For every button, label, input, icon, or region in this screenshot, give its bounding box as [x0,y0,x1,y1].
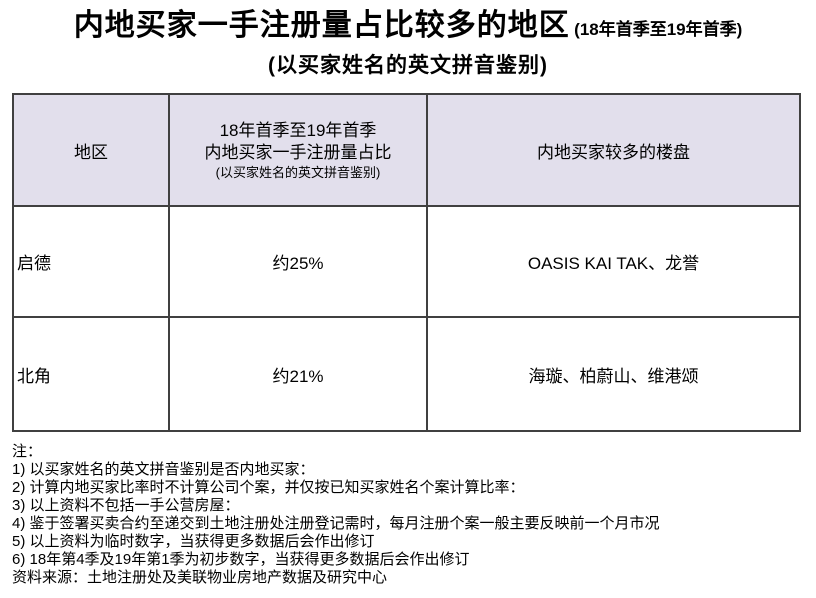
page-subtitle: (以买家姓名的英文拼音鉴别) [268,54,548,77]
header-share-line3: (以买家姓名的英文拼音鉴别) [215,164,381,180]
table-row-kai-tak: 启德 约25% OASIS KAI TAK、龙誉 [12,205,801,318]
cell-share: 约25% [168,205,428,318]
note-item-6: 6) 18年第4季及19年第1季为初步数字，当获得更多数据后会作出修订 [12,551,470,568]
note-item-5: 5) 以上资料为临时数字，当获得更多数据后会作出修订 [12,533,375,550]
cell-share: 约21% [168,316,428,432]
cell-district: 北角 [12,316,170,432]
table-row-north-point: 北角 约21% 海璇、柏蔚山、维港颂 [12,316,801,432]
cell-estates: OASIS KAI TAK、龙誉 [426,205,801,318]
cell-estates: 海璇、柏蔚山、维港颂 [426,316,801,432]
header-cell-estates: 内地买家较多的楼盘 [426,93,801,207]
notes-block: 注： 1) 以买家姓名的英文拼音鉴别是否内地买家： 2) 计算内地买家比率时不计… [12,443,816,587]
districts-table: 地区 18年首季至19年首季 内地买家一手注册量占比 (以买家姓名的英文拼音鉴别… [12,93,801,432]
source-line: 资料来源：土地注册处及美联物业房地产数据及研究中心 [12,569,388,586]
note-item-3: 3) 以上资料不包括一手公营房屋： [12,497,240,514]
page-title: 内地买家一手注册量占比较多的地区 (18年首季至19年首季) [0,0,816,49]
notes-label: 注： [12,443,43,460]
title-main-text: 内地买家一手注册量占比较多的地区 [73,9,570,42]
table-header-row: 地区 18年首季至19年首季 内地买家一手注册量占比 (以买家姓名的英文拼音鉴别… [12,93,801,207]
note-item-1: 1) 以买家姓名的英文拼音鉴别是否内地买家： [12,461,315,478]
header-cell-share: 18年首季至19年首季 内地买家一手注册量占比 (以买家姓名的英文拼音鉴别) [168,93,428,207]
note-item-2: 2) 计算内地买家比率时不计算公司个案，并仅按已知买家姓名个案计算比率： [12,479,525,496]
cell-district: 启德 [12,205,170,318]
header-cell-district: 地区 [12,93,170,207]
note-item-4: 4) 鉴于签署买卖合约至递交到土地注册处注册登记需时，每月注册个案一般主要反映前… [12,515,660,532]
title-period-text: (18年首季至19年首季) [574,20,743,39]
header-share-line2: 内地买家一手注册量占比 [204,142,392,162]
header-share-line1: 18年首季至19年首季 [219,120,377,140]
